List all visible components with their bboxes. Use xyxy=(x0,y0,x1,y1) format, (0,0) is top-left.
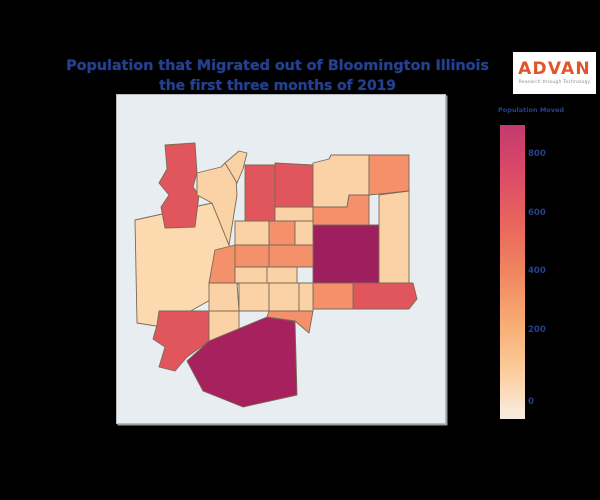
colorbar-gradient xyxy=(500,125,525,419)
page-title-line-1: Population that Migrated out of Blooming… xyxy=(66,58,489,74)
map-plot-area[interactable] xyxy=(116,94,446,424)
region-north-tract-a[interactable] xyxy=(244,164,276,224)
region-north-spur[interactable] xyxy=(224,150,248,184)
colorbar-tick-4: 0 xyxy=(528,397,534,407)
region-north-central[interactable] xyxy=(196,160,238,246)
choropleth-map[interactable] xyxy=(117,95,443,421)
region-central-tract-a[interactable] xyxy=(234,220,270,246)
region-southeast-orange[interactable] xyxy=(312,282,354,310)
advan-logo-wordmark: ADVAN xyxy=(518,59,591,79)
colorbar-tick-3: 200 xyxy=(528,325,546,335)
region-mid-pale-a[interactable] xyxy=(234,266,268,284)
region-northwest-strip[interactable] xyxy=(158,142,200,229)
region-southeast-strip[interactable] xyxy=(352,282,418,310)
colorbar: Population Moved 800 600 400 200 0 xyxy=(498,106,565,422)
advan-logo-tagline: Research through Technology xyxy=(518,80,591,85)
page-title-line-2: the first three months of 2019 xyxy=(159,78,396,94)
region-upper-right-orange[interactable] xyxy=(368,154,410,196)
colorbar-tick-0: 800 xyxy=(528,149,546,159)
region-lower-pale-d[interactable] xyxy=(298,282,314,312)
region-lower-pale-c[interactable] xyxy=(268,282,300,312)
region-north-tract-b[interactable] xyxy=(274,162,314,208)
colorbar-title: Population Moved xyxy=(498,106,565,114)
region-mid-pale-b[interactable] xyxy=(266,266,298,284)
region-central-tract-e[interactable] xyxy=(268,244,314,268)
region-central-tract-c[interactable] xyxy=(294,220,314,246)
region-central-tract-b[interactable] xyxy=(268,220,296,246)
region-central-downtown[interactable] xyxy=(312,224,380,284)
region-lower-pale-a[interactable] xyxy=(208,282,240,312)
region-east-light-tract[interactable] xyxy=(378,190,410,284)
page-title: Population that Migrated out of Blooming… xyxy=(50,56,505,96)
advan-logo: ADVAN Research through Technology xyxy=(513,52,596,94)
region-lower-pale-b[interactable] xyxy=(238,282,270,312)
colorbar-tick-2: 400 xyxy=(528,266,546,276)
region-central-tract-d[interactable] xyxy=(234,244,270,268)
colorbar-tick-1: 600 xyxy=(528,208,546,218)
region-south-central-orange[interactable] xyxy=(266,310,314,334)
